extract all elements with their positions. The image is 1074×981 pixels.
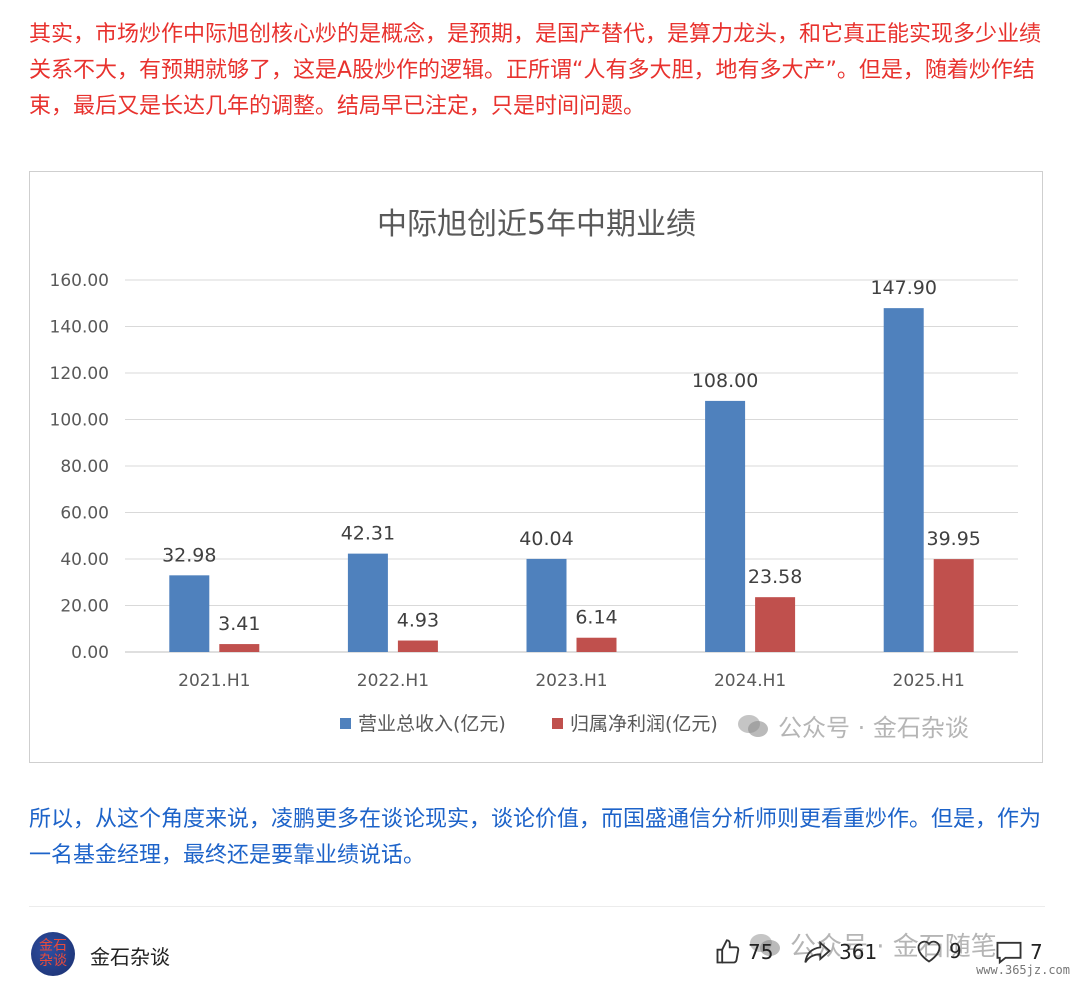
author-name[interactable]: 金石杂谈 xyxy=(90,945,170,969)
avatar-text: 金石杂谈 xyxy=(39,938,67,969)
wechat-icon xyxy=(738,714,768,737)
footer-bar: 金石杂谈 金石杂谈 公众号 · 金石随笔 75 361 9 7 www.365j… xyxy=(0,924,1074,981)
favorite-button[interactable]: 9 xyxy=(915,938,962,964)
data-label: 40.04 xyxy=(519,528,573,550)
legend-label: 归属净利润(亿元) xyxy=(570,713,718,735)
y-tick-label: 160.00 xyxy=(50,271,109,291)
bar xyxy=(933,559,974,652)
bar xyxy=(526,558,567,652)
data-label: 32.98 xyxy=(162,544,216,566)
y-tick-label: 60.00 xyxy=(60,504,109,524)
article-paragraph-top: 其实，市场炒作中际旭创核心炒的是概念，是预期，是国产替代，是算力龙头，和它真正能… xyxy=(29,22,1042,119)
comment-button[interactable]: 7 xyxy=(994,938,1043,966)
article-paragraph-bottom: 所以，从这个角度来说，凌鹏更多在谈论现实，谈论价值，而国盛通信分析师则更看重炒作… xyxy=(29,807,1042,868)
chart-container: 中际旭创近5年中期业绩 0.00 20.00 40.00 60.00 80.00 100.0… xyxy=(29,171,1043,763)
bar xyxy=(705,400,746,652)
avatar[interactable]: 金石杂谈 xyxy=(31,932,75,976)
bar xyxy=(397,640,438,652)
y-tick-label: 140.00 xyxy=(50,318,109,338)
comment-count: 7 xyxy=(1030,940,1043,964)
thumbs-up-icon xyxy=(716,939,740,964)
divider xyxy=(29,906,1045,907)
like-button[interactable]: 75 xyxy=(714,938,773,966)
like-count: 75 xyxy=(748,940,774,964)
data-label: 6.14 xyxy=(575,607,617,629)
chart-watermark: 公众号 · 金石杂谈 xyxy=(736,708,969,743)
x-tick-label: 2022.H1 xyxy=(357,671,429,691)
bar-chart: 中际旭创近5年中期业绩 0.00 20.00 40.00 60.00 80.00 100.0… xyxy=(50,207,1018,735)
data-label: 23.58 xyxy=(748,566,802,588)
y-tick-label: 100.00 xyxy=(50,411,109,431)
heart-icon xyxy=(917,940,941,963)
y-tick-label: 120.00 xyxy=(50,364,109,384)
y-tick-label: 40.00 xyxy=(60,550,109,570)
share-count: 361 xyxy=(839,940,878,964)
data-label: 108.00 xyxy=(692,370,758,392)
comment-icon xyxy=(996,941,1022,965)
legend-label: 营业总收入(亿元) xyxy=(358,713,506,735)
chart-watermark-text: 公众号 · 金石杂谈 xyxy=(778,714,969,742)
x-tick-label: 2023.H1 xyxy=(535,671,607,691)
y-tick-label: 80.00 xyxy=(60,457,109,477)
data-label: 3.41 xyxy=(218,613,260,635)
bar xyxy=(883,308,924,652)
x-tick-label: 2021.H1 xyxy=(178,671,250,691)
bar xyxy=(576,637,617,652)
x-tick-label: 2024.H1 xyxy=(714,671,786,691)
bar xyxy=(755,597,796,652)
y-tick-label: 0.00 xyxy=(71,643,109,663)
bar xyxy=(219,644,260,652)
favorite-count: 9 xyxy=(949,939,962,963)
share-icon xyxy=(804,940,831,963)
share-button[interactable]: 361 xyxy=(803,938,877,966)
bar xyxy=(169,575,210,652)
bar xyxy=(347,553,388,652)
data-label: 39.95 xyxy=(926,528,980,550)
legend-swatch xyxy=(552,718,563,729)
x-tick-label: 2025.H1 xyxy=(893,671,965,691)
legend-swatch xyxy=(340,718,351,729)
wechat-icon xyxy=(750,933,780,956)
data-label: 4.93 xyxy=(397,610,439,632)
chart-title: 中际旭创近5年中期业绩 xyxy=(377,207,696,242)
site-watermark: www.365jz.com xyxy=(976,963,1070,977)
data-label: 147.90 xyxy=(870,277,936,299)
data-label: 42.31 xyxy=(341,523,395,545)
y-tick-label: 20.00 xyxy=(60,597,109,617)
